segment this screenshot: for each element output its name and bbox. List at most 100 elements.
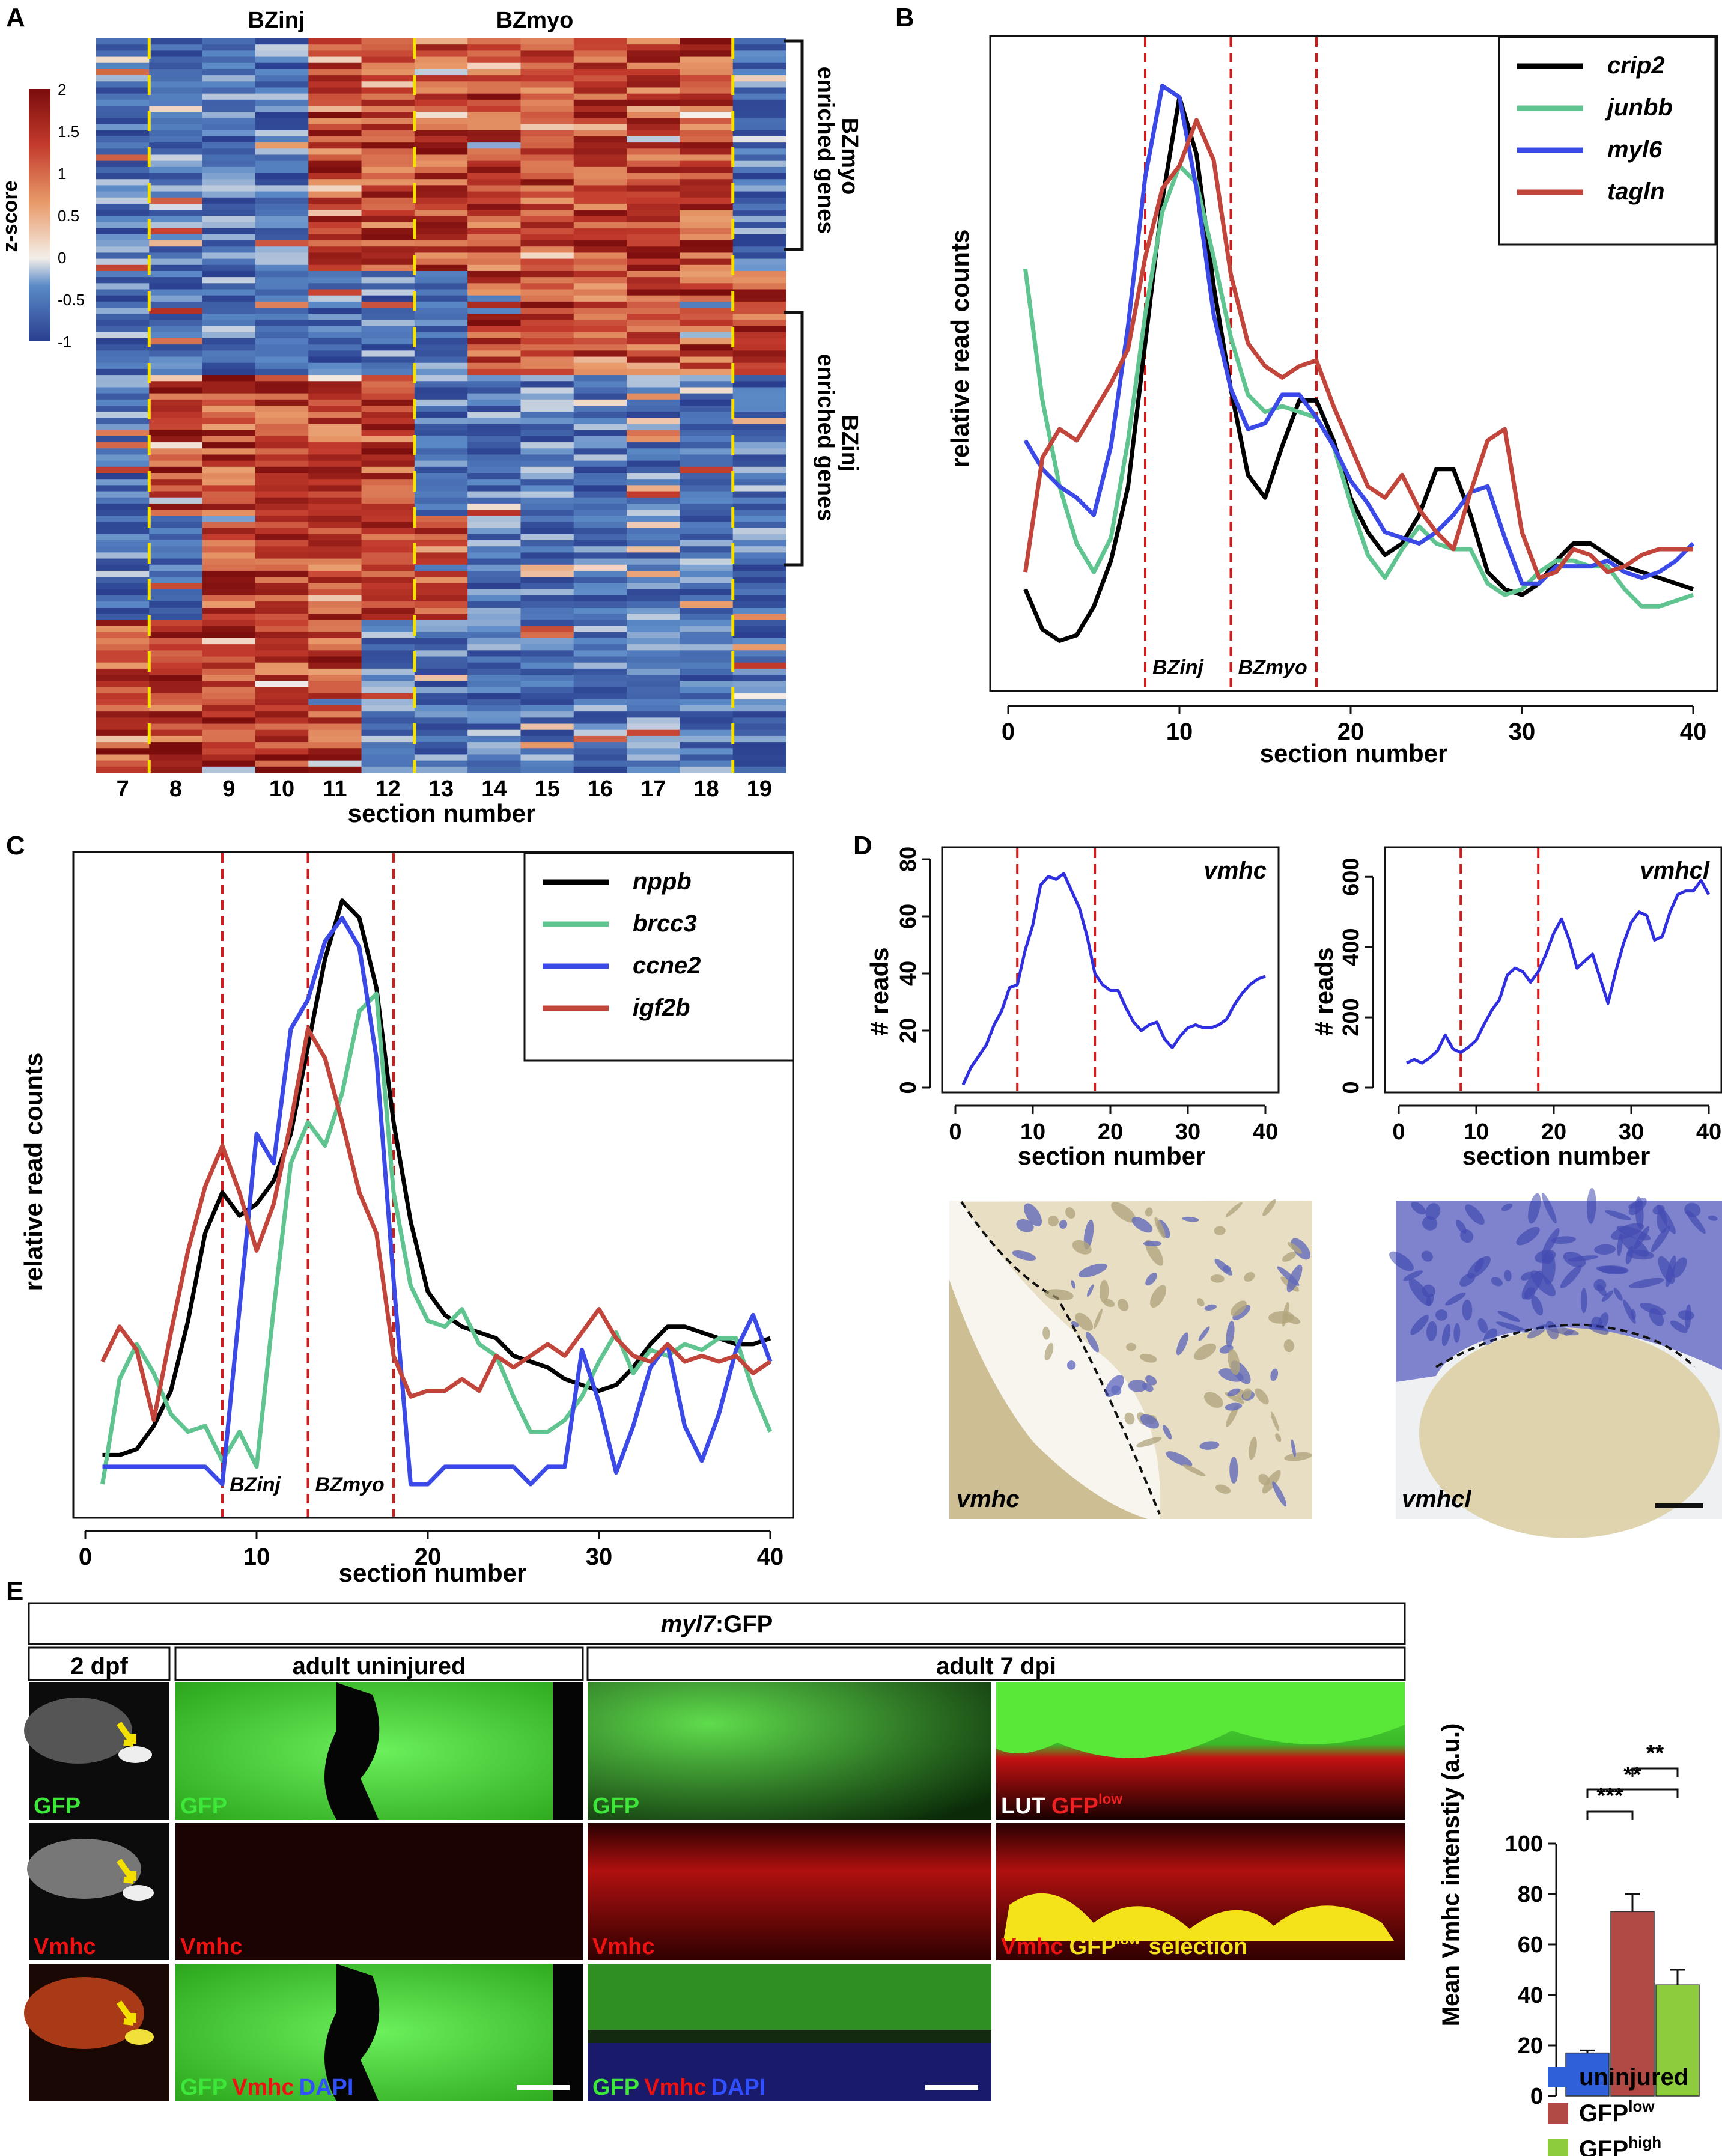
heatmap-cell: [96, 516, 150, 523]
heatmap-cell: [202, 148, 256, 156]
heatmap-cell: [627, 491, 680, 498]
heatmap-cell: [627, 283, 680, 290]
heatmap-cell: [520, 430, 574, 437]
heatmap-cell: [361, 534, 415, 541]
legend-label: brcc3: [633, 910, 697, 937]
heatmap-cell: [361, 632, 415, 639]
heatmap-cell: [520, 387, 574, 394]
heatmap-cell: [202, 564, 256, 571]
x-tick-label: 0: [1002, 719, 1015, 745]
heatmap-cell: [361, 583, 415, 590]
heatmap-cell: [732, 430, 786, 437]
heatmap-cell: [573, 735, 627, 743]
heatmap-cell: [149, 320, 203, 327]
heatmap-cell: [202, 258, 256, 266]
heatmap-cell: [361, 699, 415, 706]
heatmap-cell: [361, 393, 415, 400]
heatmap-cell: [255, 693, 309, 700]
heatmap-cell: [255, 687, 309, 694]
heatmap-cell: [414, 399, 468, 406]
heatmap-cell: [467, 766, 522, 773]
heatmap-cell: [96, 748, 150, 755]
heatmap-cell: [680, 503, 734, 510]
heatmap-cell: [202, 687, 256, 694]
heatmap-cell: [361, 270, 415, 278]
heatmap-cell: [627, 570, 680, 577]
heatmap-cell: [732, 570, 786, 577]
heatmap-cell: [361, 228, 415, 235]
heatmap-cell: [467, 632, 522, 639]
heatmap-cell: [255, 270, 309, 278]
heatmap-cell: [96, 540, 150, 547]
heatmap-cell: [680, 717, 734, 725]
heatmap-cell: [573, 50, 627, 58]
significance-bracket: [1631, 1767, 1679, 1777]
heatmap-cell: [680, 308, 734, 314]
heatmap-cell: [573, 662, 627, 669]
heatmap-cell: [149, 75, 203, 82]
heatmap-cell: [732, 564, 786, 571]
heatmap-cell: [467, 375, 522, 382]
heatmap-cell: [573, 136, 627, 143]
heatmap-cell: [202, 124, 256, 131]
heatmap-cell: [467, 258, 522, 266]
bracket-bzinj: [784, 311, 804, 567]
heatmap-cell: [573, 723, 627, 731]
heatmap-cell: [573, 510, 627, 516]
heatmap-cell: [732, 412, 786, 418]
heatmap-cell: [627, 308, 680, 314]
heatmap-cell: [520, 179, 574, 186]
heatmap-cell: [520, 326, 574, 333]
heatmap-cell: [627, 436, 680, 443]
heatmap-cell: [520, 350, 574, 358]
heatmap-cell: [308, 252, 362, 260]
heatmap-cell: [414, 626, 468, 633]
heatmap-cell: [680, 485, 734, 492]
heatmap-cell: [149, 56, 203, 64]
heatmap-cell: [627, 430, 680, 437]
heatmap-cell: [467, 106, 522, 112]
plot-d-vmhc-frame: [941, 846, 1280, 1094]
heatmap-cell: [627, 375, 680, 382]
heatmap-cell: [627, 681, 680, 688]
heatmap-cell: [680, 522, 734, 529]
panel-b-letter: B: [895, 3, 914, 32]
heatmap-cell: [202, 332, 256, 339]
heatmap-cell: [96, 124, 150, 131]
heatmap-cell: [149, 368, 203, 376]
heatmap-cell: [680, 301, 734, 308]
heatmap-cell: [467, 166, 522, 174]
heatmap-cell: [255, 69, 309, 76]
heatmap-cell: [680, 705, 734, 712]
heatmap-cell: [255, 485, 309, 492]
heatmap-cell: [202, 460, 256, 467]
colorbar-tick: 1.5: [58, 123, 79, 141]
heatmap-cell: [149, 130, 203, 137]
heatmap-cell: [732, 240, 786, 247]
heatmap-cell: [680, 130, 734, 137]
heatmap-cell: [680, 442, 734, 449]
heatmap-cell: [627, 644, 680, 651]
heatmap-cell: [414, 314, 468, 321]
heatmap-cell: [627, 717, 680, 725]
heatmap-cell: [627, 368, 680, 376]
heatmap-cell: [467, 503, 522, 510]
legend-label: uninjured: [1579, 2064, 1688, 2091]
heatmap-cell: [627, 393, 680, 400]
heatmap-cell: [149, 564, 203, 571]
heatmap-cell: [573, 338, 627, 345]
heatmap-cell: [96, 546, 150, 553]
heatmap-cell: [573, 173, 627, 180]
heatmap-cell: [627, 301, 680, 308]
heatmap-cell: [573, 106, 627, 112]
heatmap-cell: [573, 668, 627, 675]
heatmap-cell: [255, 681, 309, 688]
heatmap-cell: [680, 424, 734, 431]
heatmap-cell: [202, 650, 256, 657]
heatmap-cell: [255, 362, 309, 370]
y-tick-label: 40: [896, 961, 921, 986]
heatmap-cell: [255, 203, 309, 210]
heatmap-cell: [627, 558, 680, 565]
